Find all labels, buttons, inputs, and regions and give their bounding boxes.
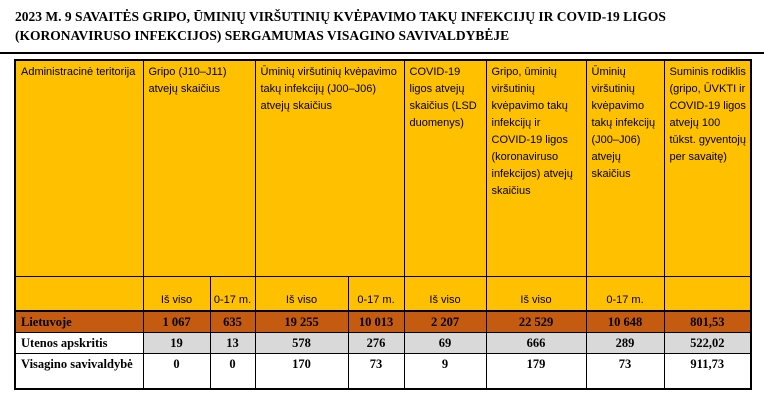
data-cell: 801,53 — [663, 310, 752, 333]
data-cell: 911,73 — [663, 353, 752, 389]
data-cell: 9 — [403, 353, 487, 389]
data-cell: 69 — [403, 332, 487, 354]
data-cell: 10 648 — [585, 310, 665, 333]
data-cell: 73 — [585, 353, 665, 389]
row-label: Lietuvoje — [14, 310, 144, 333]
data-cell: 170 — [254, 353, 349, 389]
table-row-lietuvoje: Lietuvoje 1 067 635 19 255 10 013 2 207 … — [14, 310, 752, 333]
subcol-empty-left — [14, 275, 144, 312]
data-cell: 2 207 — [403, 310, 487, 333]
data-cell: 666 — [485, 332, 587, 354]
title-block: 2023 M. 9 SAVAITĖS GRIPO, ŪMINIŲ VIRŠUTI… — [0, 0, 764, 54]
row-label: Utenos apskritis — [14, 332, 144, 354]
subcol-empty-right — [663, 275, 752, 312]
col-header-covid-cases: COVID-19 ligos atvejų skaičius (LSD duom… — [403, 59, 487, 277]
data-cell: 19 255 — [254, 310, 349, 333]
data-cell: 635 — [209, 310, 256, 333]
table-row-visagino-savivaldybe: Visagino savivaldybė 0 0 170 73 9 179 73… — [14, 353, 752, 389]
data-cell: 1 067 — [142, 310, 211, 333]
data-cell: 22 529 — [485, 310, 587, 333]
subheader-row: Iš viso 0-17 m. Iš viso 0-17 m. Iš viso … — [14, 275, 752, 312]
subcol-urti-total: Iš viso — [254, 275, 349, 312]
subcol-urti2-minors: 0-17 m. — [585, 275, 665, 312]
subcol-covid-total: Iš viso — [403, 275, 487, 312]
data-cell: 276 — [347, 332, 405, 354]
data-cell: 289 — [585, 332, 665, 354]
data-cell: 73 — [347, 353, 405, 389]
col-header-urti-minors-cases: Ūminių viršutinių kvėpavimo takų infekci… — [585, 59, 665, 277]
subcol-flu-minors: 0-17 m. — [209, 275, 256, 312]
col-header-combined-cases: Gripo, ūminių viršutinių kvėpavimo takų … — [485, 59, 587, 277]
col-header-admin-territory: Administracinė teritorija — [14, 59, 144, 277]
data-cell: 10 013 — [347, 310, 405, 333]
row-label: Visagino savivaldybė — [14, 353, 144, 389]
data-cell: 0 — [142, 353, 211, 389]
data-cell: 0 — [209, 353, 256, 389]
data-cell: 522,02 — [663, 332, 752, 354]
data-cell: 13 — [209, 332, 256, 354]
col-header-flu-cases: Gripo (J10–J11) atvejų skaičius — [142, 59, 256, 277]
data-cell: 19 — [142, 332, 211, 354]
data-cell: 179 — [485, 353, 587, 389]
subcol-urti-minors: 0-17 m. — [347, 275, 405, 312]
header-row: Administracinė teritorija Gripo (J10–J11… — [14, 59, 752, 277]
page-title: 2023 M. 9 SAVAITĖS GRIPO, ŪMINIŲ VIRŠUTI… — [15, 9, 666, 43]
col-header-cumulative-indicator: Suminis rodiklis (gripo, ŪVKTI ir COVID-… — [663, 59, 752, 277]
subcol-flu-total: Iš viso — [142, 275, 211, 312]
subcol-combined-total: Iš viso — [485, 275, 587, 312]
table-row-utenos-apskritis: Utenos apskritis 19 13 578 276 69 666 28… — [14, 332, 752, 354]
col-header-urti-cases: Ūminių viršutinių kvėpavimo takų infekci… — [254, 59, 405, 277]
stats-table: Administracinė teritorija Gripo (J10–J11… — [14, 59, 752, 390]
data-cell: 578 — [254, 332, 349, 354]
